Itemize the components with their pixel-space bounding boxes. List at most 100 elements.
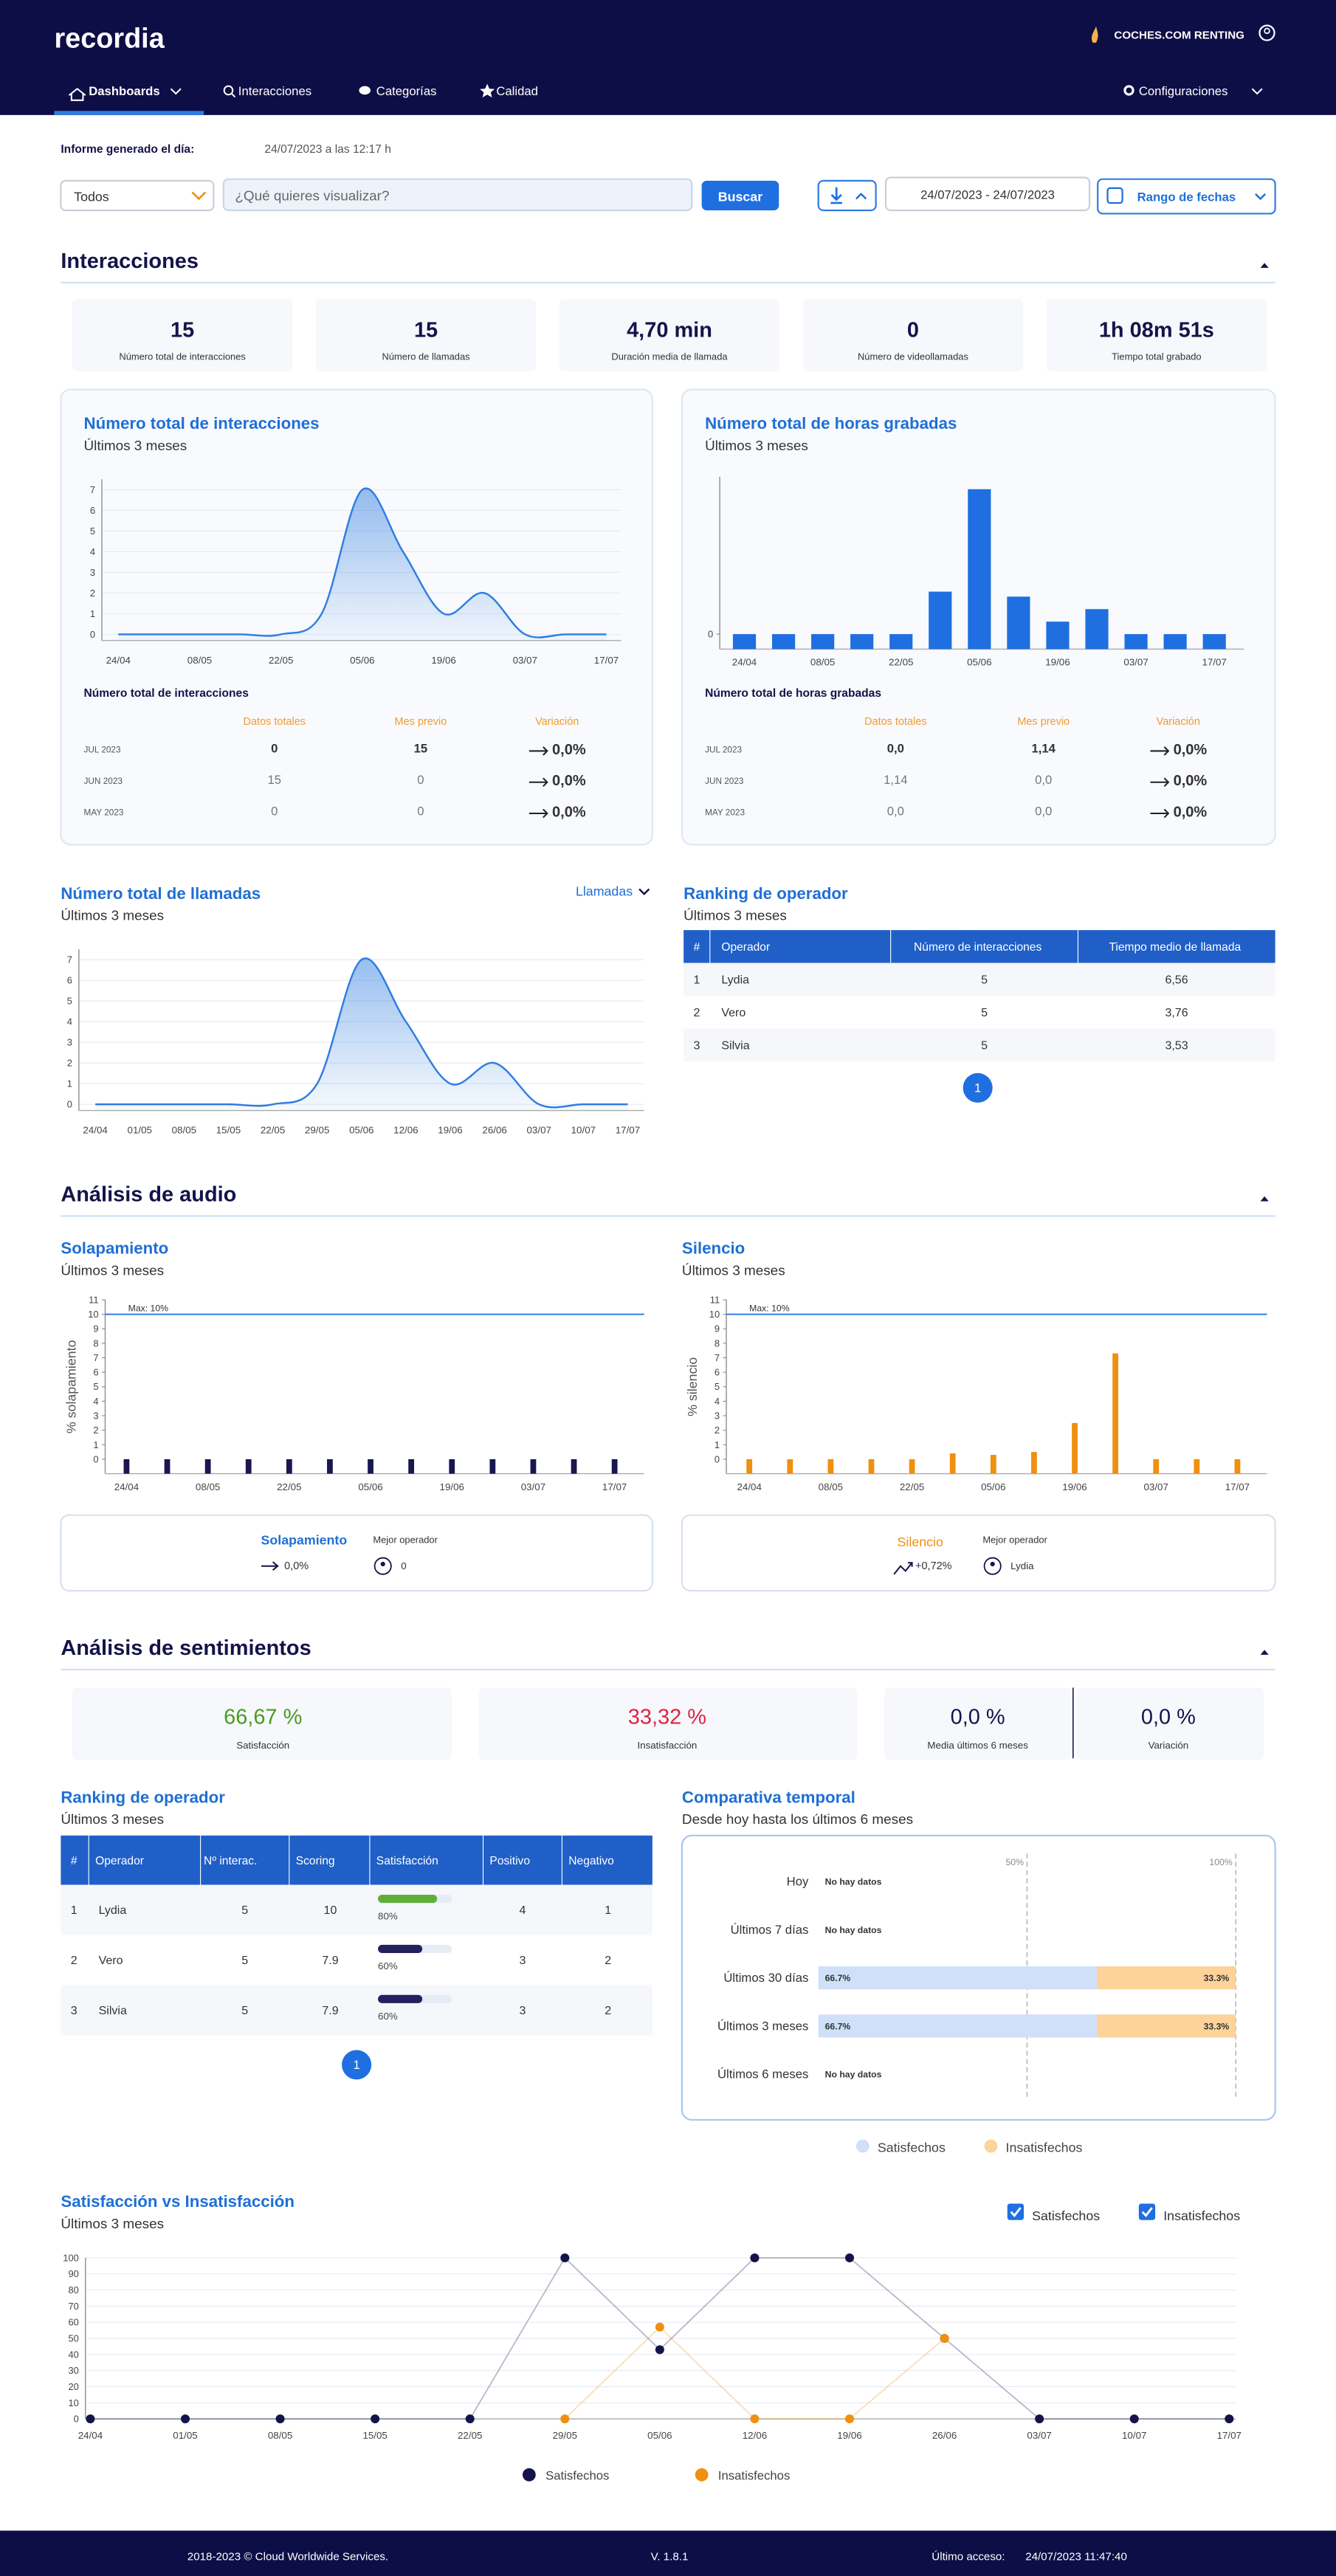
bar <box>889 634 913 650</box>
table-cell: 0,0 <box>1035 804 1052 818</box>
collapse-caret[interactable] <box>1260 1650 1269 1655</box>
table-row <box>684 962 1275 996</box>
bar <box>571 1459 577 1474</box>
flat-arrow <box>261 1561 279 1571</box>
legend-label: Satisfechos <box>878 2140 946 2155</box>
date-input[interactable] <box>884 176 1091 212</box>
x-tick-label: 01/05 <box>173 2430 197 2441</box>
y-tick-label: 2 <box>67 1058 72 1069</box>
bar <box>1096 2014 1236 2038</box>
download-button[interactable] <box>817 179 877 212</box>
bar-label: 33.3% <box>1204 2021 1230 2031</box>
nav-item[interactable]: Calidad <box>496 84 538 98</box>
summary-title: Solapamiento <box>261 1533 348 1548</box>
column-header: Datos totales <box>864 716 926 728</box>
y-tick-label: 10 <box>69 2397 79 2408</box>
bar-label: 66.7% <box>825 1973 851 1983</box>
chevron <box>1251 88 1263 95</box>
select-box[interactable] <box>60 179 215 212</box>
chart-title: Número total de horas grabadas <box>705 414 957 433</box>
chart-subtitle: Últimos 3 meses <box>61 2216 164 2232</box>
y-tick-label: 5 <box>93 1381 98 1392</box>
kpi-value: 1h 08m 51s <box>1099 318 1214 342</box>
column-header: Satisfacción <box>376 1855 438 1867</box>
table-cell: 0,0 <box>1035 773 1052 787</box>
table-cell: 2 <box>693 1006 700 1019</box>
y-tick-label: 30 <box>69 2365 79 2376</box>
x-tick-label: 22/05 <box>889 657 913 668</box>
kpi-value: 0,0 % <box>1141 1705 1196 1729</box>
y-tick-label: 7 <box>90 484 95 495</box>
table-title: Número total de interacciones <box>84 687 249 700</box>
user-icon[interactable] <box>1258 24 1275 41</box>
pagination-button[interactable] <box>342 2050 372 2080</box>
point <box>1035 2414 1044 2424</box>
table-cell: 0,0% <box>1174 773 1208 789</box>
table-cell: 1,14 <box>884 773 907 787</box>
collapse-caret[interactable] <box>1260 263 1269 268</box>
nav-settings[interactable]: Configuraciones <box>1139 84 1228 98</box>
account-name: COCHES.COM RENTING <box>1114 29 1244 41</box>
point <box>844 2414 855 2424</box>
y-tick-label: 3 <box>93 1411 98 1422</box>
progress-bar <box>378 1994 423 2003</box>
table-cell: 0,0% <box>1174 804 1208 820</box>
kpi-value: 15 <box>414 318 438 342</box>
column-header: Datos totales <box>244 716 306 728</box>
search-input[interactable] <box>222 178 693 212</box>
nav-item[interactable]: Categorías <box>376 84 437 98</box>
category-label: Hoy <box>787 1875 809 1889</box>
nav-item[interactable]: Dashboards <box>89 84 159 98</box>
nav-item[interactable]: Interacciones <box>238 84 311 98</box>
chart-subtitle: Últimos 3 meses <box>684 908 787 924</box>
checkbox[interactable] <box>1138 2203 1156 2220</box>
range-button[interactable] <box>1097 178 1276 215</box>
table-cell: 3 <box>71 2004 78 2017</box>
checkbox[interactable] <box>1007 2203 1024 2220</box>
table-cell: 2 <box>605 1954 611 1967</box>
flat-arrow <box>528 777 548 788</box>
pagination-button[interactable] <box>963 1072 993 1103</box>
x-tick-label: 05/06 <box>349 1125 373 1136</box>
category-label: Últimos 7 días <box>731 1923 809 1937</box>
x-tick-label: 19/06 <box>837 2430 861 2441</box>
legend-label[interactable]: Insatisfechos <box>1163 2208 1240 2223</box>
kpi-box <box>315 299 537 372</box>
y-tick-label: 7 <box>93 1352 98 1363</box>
x-tick-label: 100% <box>1209 1857 1232 1867</box>
column-header: Nº interac. <box>204 1855 257 1867</box>
chart-title: Ranking de operador <box>684 884 848 903</box>
kpi-label: Variación <box>1149 1740 1189 1751</box>
y-tick-label: 2 <box>715 1425 720 1436</box>
x-tick-label: 24/04 <box>114 1481 140 1492</box>
point <box>275 2414 285 2424</box>
x-tick-label: 19/06 <box>431 655 455 666</box>
table-header <box>61 1835 652 1885</box>
bar <box>909 1459 915 1474</box>
dropdown[interactable]: Llamadas <box>576 884 633 898</box>
search-button[interactable] <box>701 180 779 210</box>
table-cell: 80% <box>378 1910 398 1921</box>
summary-operator: 0 <box>401 1560 406 1571</box>
kpi-value: 0,0 % <box>951 1705 1005 1729</box>
kpi-box <box>72 1687 452 1760</box>
max-line-label: Max: 10% <box>749 1304 790 1314</box>
collapse-caret[interactable] <box>1260 1196 1269 1202</box>
y-tick-label: 90 <box>69 2268 79 2279</box>
page-number[interactable]: 1 <box>974 1081 981 1095</box>
chevron <box>855 192 867 200</box>
legend-label[interactable]: Satisfechos <box>1032 2208 1100 2223</box>
bar <box>1194 1459 1200 1474</box>
chat-icon <box>359 86 371 95</box>
x-tick-label: 03/07 <box>527 1125 551 1136</box>
y-tick-label: 10 <box>709 1309 720 1320</box>
y-tick-label: 11 <box>710 1294 720 1305</box>
kpi-value: 66,67 % <box>224 1705 302 1729</box>
point <box>560 2253 570 2262</box>
y-tick-label: 3 <box>90 567 95 578</box>
table-cell: 3,53 <box>1165 1039 1188 1053</box>
y-tick-label: 1 <box>67 1078 72 1089</box>
page-number[interactable]: 1 <box>353 2058 359 2072</box>
x-tick-label: 03/07 <box>1144 1481 1168 1492</box>
y-tick-label: 3 <box>67 1037 72 1048</box>
